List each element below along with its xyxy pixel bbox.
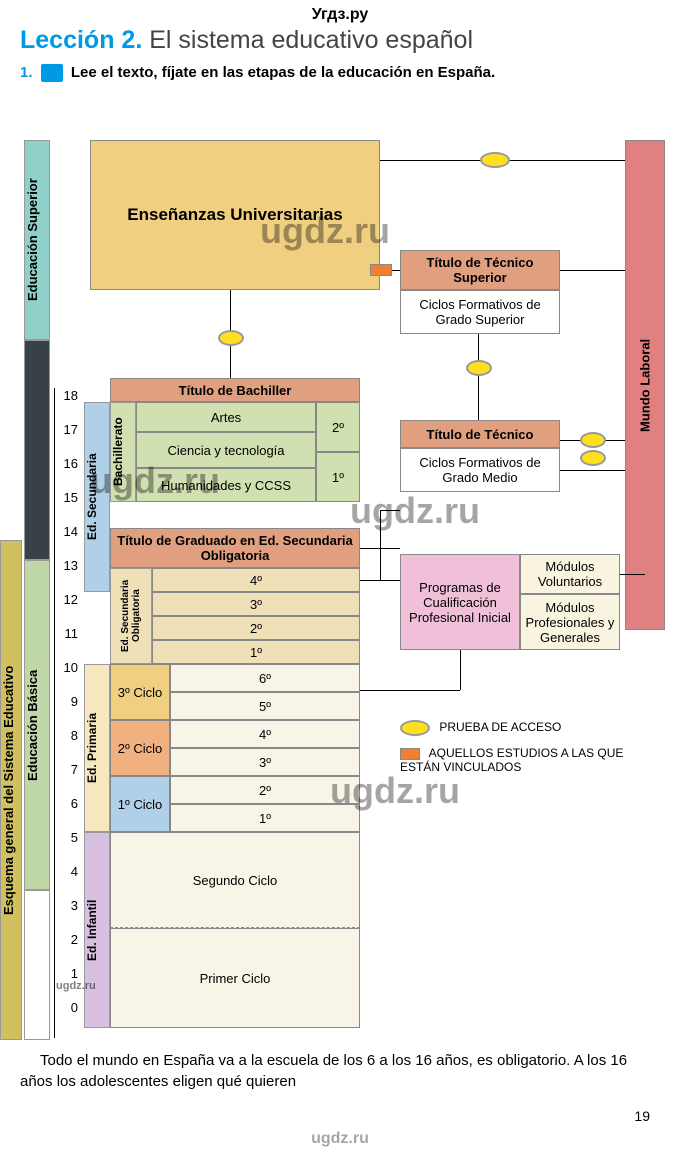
stage-infantil: Ed. Infantil [84,832,110,1028]
task-text: Lee el texto, fíjate en las etapas de la… [71,64,495,81]
legend-acceso-label: PRUEBA DE ACCESO [439,720,561,734]
bar-superior: Educación Superior [24,140,50,340]
body-text: Todo el mundo en España va a la escuela … [20,1052,627,1090]
lesson-name: El sistema educativo español [149,26,473,54]
connector [360,580,400,581]
bar-blank [24,890,50,1040]
bach-ciencia: Ciencia y tecnología [136,432,316,468]
age-tick: 13 [54,558,82,592]
connector [560,270,625,271]
stage-primaria: Ed. Primaria [84,664,110,832]
stage-eso-label: Ed. Secundaria Obligatoria [120,569,142,663]
bar-dark [24,340,50,560]
age-tick: 15 [54,490,82,524]
watermark: ugdz.ru [350,490,480,532]
eso-3: 3º [152,592,360,616]
acceso-marker [580,432,606,448]
lesson-title: Lección 2. El sistema educativo español [20,26,473,55]
age-tick: 1 [54,966,82,1000]
footer-url: ugdz.ru [0,1130,680,1148]
prim-g3: 3º [170,748,360,776]
connector [620,574,645,575]
box-universitarias: Enseñanzas Universitarias [90,140,380,290]
header-url: Угдз.ру [0,6,680,24]
task-number: 1. [20,64,33,81]
age-tick: 0 [54,1000,82,1034]
acceso-marker [480,152,510,168]
body-paragraph: Todo el mundo en España va a la escuela … [20,1050,660,1092]
box-pci: Programas de Cualificación Profesional I… [400,554,520,650]
age-tick: 4 [54,864,82,898]
age-baseline [54,388,55,1038]
prim-g4: 4º [170,720,360,748]
stage-secundaria: Ed. Secundaria [84,402,110,592]
prim-g5: 5º [170,692,360,720]
age-tick: 18 [54,388,82,422]
age-tick: 12 [54,592,82,626]
age-tick: 11 [54,626,82,660]
task-line: 1. Lee el texto, fíjate en las etapas de… [20,64,495,82]
prim-c3: 3º Ciclo [110,664,170,720]
bach-human: Humanidades y CCSS [136,468,316,502]
page-number: 19 [634,1108,650,1124]
age-tick: 6 [54,796,82,830]
vinc-marker [370,264,392,276]
box-cfgm: Ciclos Formativos de Grado Medio [400,448,560,492]
inf-c2: Segundo Ciclo [110,832,360,928]
legend-square-icon [400,748,420,760]
bar-esquema: Esquema general del Sistema Educativo [0,540,22,1040]
box-cfgs: Ciclos Formativos de Grado Superior [400,290,560,334]
eso-1: 1º [152,640,360,664]
prim-g6: 6º [170,664,360,692]
stage-eso: Ed. Secundaria Obligatoria [110,568,152,664]
age-axis: 18 17 16 15 14 13 12 11 10 9 8 7 6 5 4 3… [54,388,82,1034]
age-tick: 5 [54,830,82,864]
acceso-marker [466,360,492,376]
bach-grade-2: 2º [316,402,360,452]
legend: PRUEBA DE ACCESO AQUELLOS ESTUDIOS A LAS… [400,720,650,774]
box-titulo-tecnico-superior: Título de Técnico Superior [400,250,560,290]
lesson-number: Lección 2. [20,26,142,54]
box-titulo-bachiller: Título de Bachiller [110,378,360,402]
age-tick: 16 [54,456,82,490]
prim-g2: 2º [170,776,360,804]
eso-4: 4º [152,568,360,592]
connector [460,650,461,690]
age-tick: 8 [54,728,82,762]
age-tick: 7 [54,762,82,796]
prim-c1: 1º Ciclo [110,776,170,832]
connector [560,470,625,471]
age-tick: 2 [54,932,82,966]
connector [380,510,381,580]
box-mod-prof: Módulos Profesionales y Generales [520,594,620,650]
box-titulo-tecnico: Título de Técnico [400,420,560,448]
box-mod-vol: Módulos Voluntarios [520,554,620,594]
age-tick: 17 [54,422,82,456]
bach-grade-1: 1º [316,452,360,502]
prim-c2: 2º Ciclo [110,720,170,776]
acceso-marker [218,330,244,346]
connector [478,334,479,420]
book-icon [41,64,63,82]
legend-row: PRUEBA DE ACCESO [400,720,650,736]
stage-bachillerato: Bachillerato [110,402,136,502]
legend-vinc-label: AQUELLOS ESTUDIOS A LAS QUE ESTÁN VINCUL… [400,746,623,774]
age-tick: 14 [54,524,82,558]
acceso-marker [580,450,606,466]
age-tick: 9 [54,694,82,728]
box-titulo-eso: Título de Graduado en Ed. Secundaria Obl… [110,528,360,568]
eso-2: 2º [152,616,360,640]
legend-ellipse-icon [400,720,430,736]
connector [360,690,460,691]
legend-row: AQUELLOS ESTUDIOS A LAS QUE ESTÁN VINCUL… [400,746,650,774]
bar-basica: Educación Básica [24,560,50,890]
age-tick: 10 [54,660,82,694]
inf-c1: Primer Ciclo [110,928,360,1028]
prim-g1: 1º [170,804,360,832]
connector [380,510,400,511]
box-mundo-laboral: Mundo Laboral [625,140,665,630]
age-tick: 3 [54,898,82,932]
bach-artes: Artes [136,402,316,432]
